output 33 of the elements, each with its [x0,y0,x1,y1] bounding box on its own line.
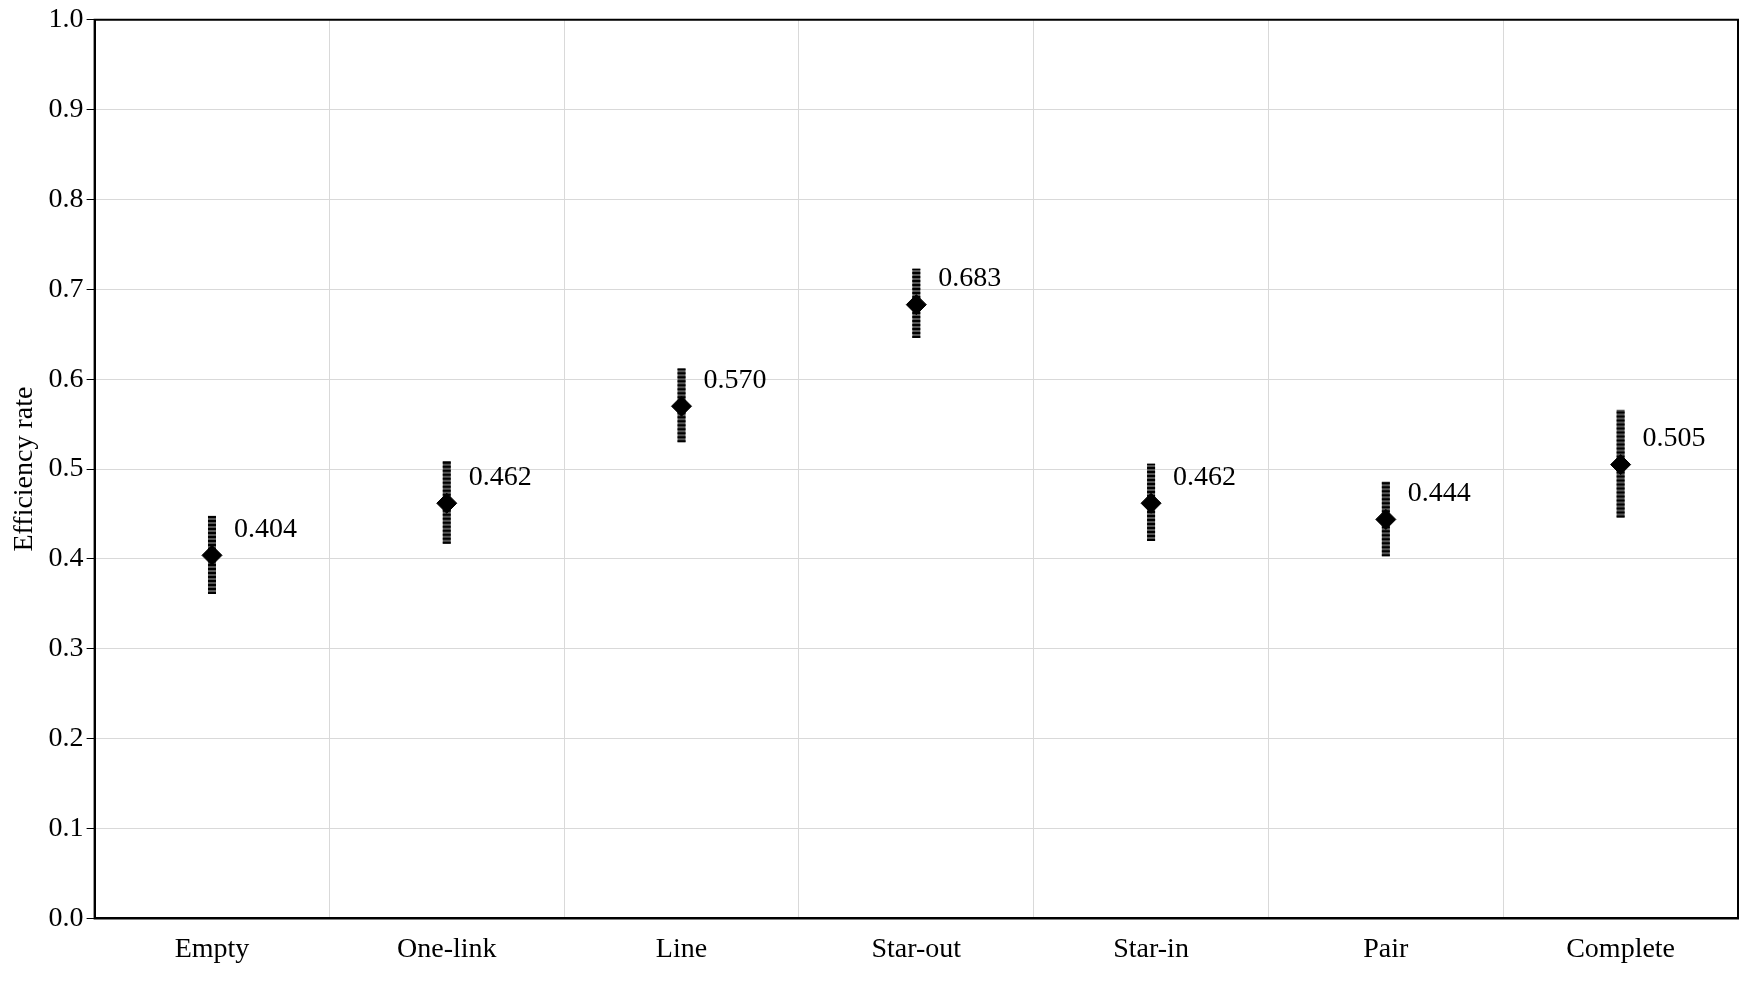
y-tick-label: 1.0 [48,2,84,34]
y-tick-label: 0.6 [48,361,84,393]
y-tick-label: 0.2 [48,721,84,753]
x-tick-label: Line [655,931,708,963]
y-tick-label: 0.7 [48,271,84,303]
data-label: 0.444 [1407,475,1471,507]
y-tick-label: 0.0 [48,900,84,932]
x-tick-label: Empty [174,931,250,963]
x-tick-label: Star-in [1113,931,1189,963]
y-tick-label: 0.3 [48,631,84,663]
x-tick-label: Pair [1363,931,1410,963]
data-label: 0.462 [468,459,532,491]
data-label: 0.505 [1642,420,1706,452]
point [1610,454,1632,476]
y-tick-label: 0.8 [48,181,84,213]
data-label: 0.683 [938,261,1002,293]
point [1140,492,1162,514]
point [436,492,458,514]
data-label: 0.462 [1173,459,1237,491]
y-tick-label: 0.4 [48,541,84,573]
x-tick-label: Star-out [871,931,962,963]
point [201,544,223,566]
y-tick-label: 0.1 [48,810,84,842]
x-tick-label: Complete [1566,931,1676,963]
y-tick-label: 0.5 [48,451,84,483]
data-label: 0.404 [233,511,297,543]
x-tick-label: One-link [396,931,497,963]
y-tick-label: 0.9 [48,92,84,124]
data-label: 0.570 [703,362,767,394]
point [1375,508,1397,530]
point [905,294,927,316]
y-axis-title: Efficiency rate [7,386,39,552]
point [671,395,693,417]
